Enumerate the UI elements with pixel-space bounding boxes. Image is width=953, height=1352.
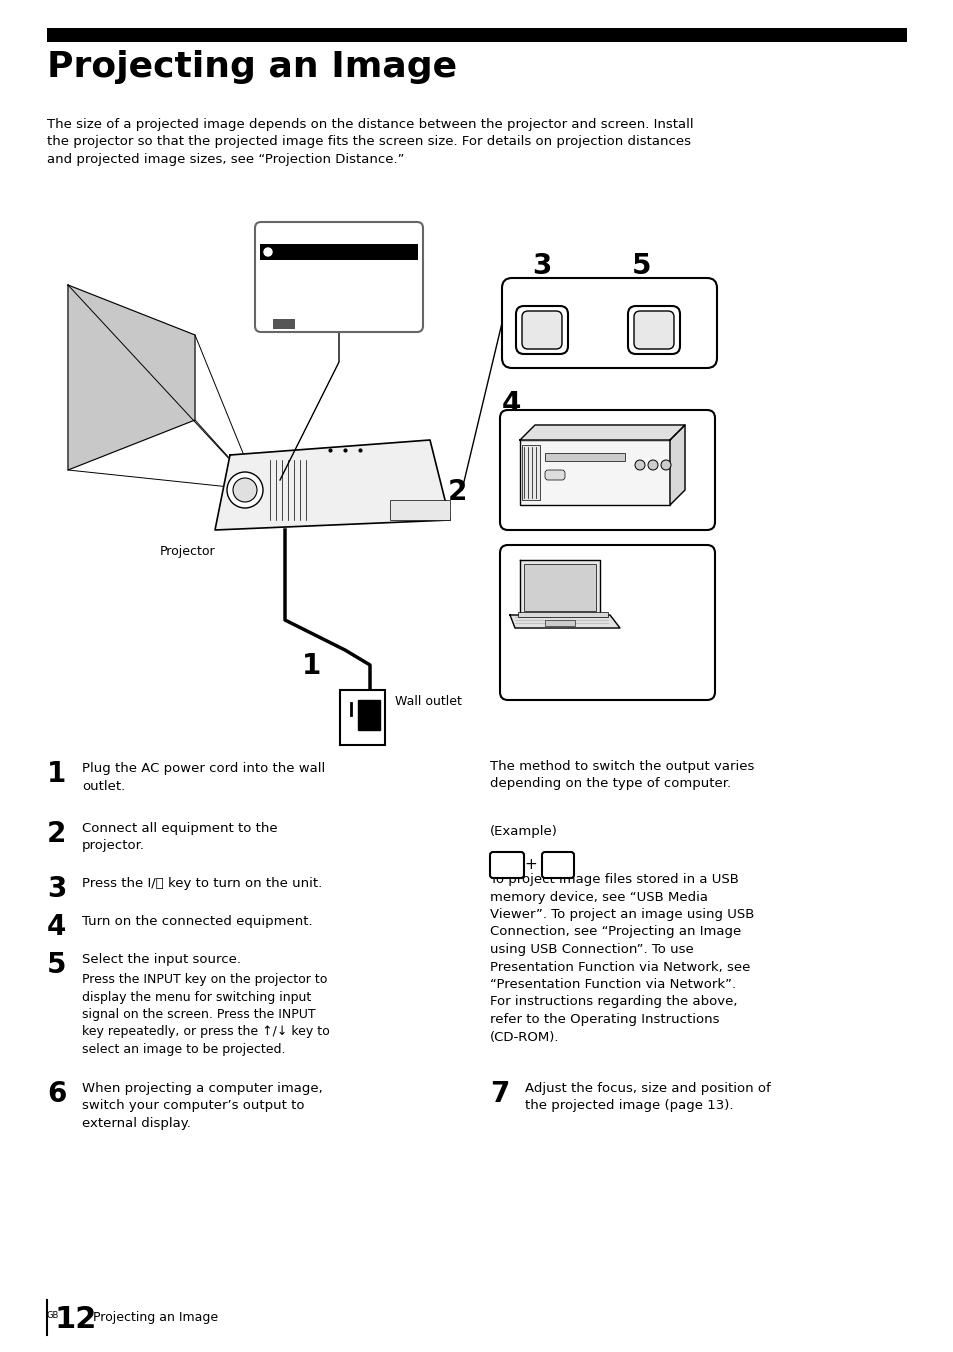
FancyBboxPatch shape (544, 470, 564, 480)
Polygon shape (519, 425, 684, 439)
Text: Press the I/⏻ key to turn on the unit.: Press the I/⏻ key to turn on the unit. (82, 877, 322, 890)
Circle shape (647, 460, 658, 470)
Text: The size of a projected image depends on the distance between the projector and : The size of a projected image depends on… (47, 118, 693, 166)
Polygon shape (519, 560, 599, 615)
Text: (Example): (Example) (490, 825, 558, 838)
Polygon shape (68, 285, 194, 470)
Bar (357, 700, 379, 730)
FancyBboxPatch shape (254, 222, 422, 333)
FancyBboxPatch shape (541, 852, 574, 877)
FancyBboxPatch shape (499, 410, 714, 530)
FancyBboxPatch shape (499, 545, 714, 700)
Text: Input: Input (263, 228, 292, 238)
Text: When projecting a computer image,
switch your computer’s output to
external disp: When projecting a computer image, switch… (82, 1082, 322, 1130)
FancyBboxPatch shape (627, 306, 679, 354)
Text: □: □ (263, 289, 270, 299)
Bar (521, 445, 539, 500)
Text: 6: 6 (47, 1080, 67, 1109)
Text: 5: 5 (47, 950, 67, 979)
Text: 5: 5 (631, 251, 651, 280)
Bar (519, 439, 669, 506)
Bar (544, 453, 624, 461)
Text: Input-B: Input-B (276, 277, 314, 287)
Bar (544, 621, 575, 626)
Circle shape (233, 479, 256, 502)
Text: Connect all equipment to the
projector.: Connect all equipment to the projector. (82, 822, 277, 853)
Bar (273, 319, 294, 329)
Text: 3: 3 (532, 251, 551, 280)
Text: Sel: Sel (274, 320, 288, 329)
Text: 1: 1 (47, 760, 66, 788)
Bar (517, 612, 607, 617)
Text: 6: 6 (671, 552, 691, 580)
Text: INPUT: INPUT (619, 287, 649, 296)
Circle shape (264, 247, 272, 256)
Bar (390, 500, 450, 521)
Polygon shape (669, 425, 684, 506)
Text: The method to switch the output varies
depending on the type of computer.: The method to switch the output varies d… (490, 760, 754, 791)
Text: ■■: ■■ (263, 264, 277, 273)
Text: Fn: Fn (497, 857, 516, 869)
Text: Press the INPUT key on the projector to
display the menu for switching input
sig: Press the INPUT key on the projector to … (82, 973, 330, 1056)
Text: I / ⏻: I / ⏻ (523, 287, 544, 296)
Text: Wall outlet: Wall outlet (395, 695, 461, 708)
Text: F7: F7 (549, 857, 566, 869)
Polygon shape (214, 439, 450, 530)
Circle shape (635, 460, 644, 470)
FancyBboxPatch shape (501, 279, 717, 368)
Text: Type B USB: Type B USB (276, 289, 335, 300)
Text: 2: 2 (47, 821, 67, 848)
Text: 4: 4 (501, 389, 521, 418)
Bar (47, 28, 906, 42)
Bar (523, 564, 596, 611)
Text: ◦: ◦ (263, 303, 267, 312)
Circle shape (660, 460, 670, 470)
Polygon shape (510, 615, 619, 627)
Bar (339, 690, 385, 745)
Text: 7: 7 (490, 1080, 509, 1109)
Text: Video: Video (276, 245, 308, 256)
FancyBboxPatch shape (490, 852, 523, 877)
Text: 1: 1 (302, 652, 321, 680)
Text: Computer: Computer (576, 681, 638, 695)
Text: Type A USB: Type A USB (276, 316, 335, 326)
Text: Network: Network (276, 303, 320, 314)
Text: Input-A: Input-A (276, 264, 314, 274)
Text: Adjust the focus, size and position of
the projected image (page 13).: Adjust the focus, size and position of t… (524, 1082, 770, 1113)
Text: Projecting an Image: Projecting an Image (47, 50, 456, 84)
Text: ◄►: ◄► (261, 320, 274, 329)
Text: Plug the AC power cord into the wall
outlet.: Plug the AC power cord into the wall out… (82, 763, 325, 792)
Text: 12: 12 (55, 1305, 97, 1334)
Text: Select the input source.: Select the input source. (82, 953, 241, 965)
Text: GB: GB (47, 1311, 59, 1320)
Text: +: + (524, 857, 537, 872)
Text: Projecting an Image: Projecting an Image (92, 1311, 218, 1324)
Text: 4: 4 (47, 913, 67, 941)
Bar (260, 243, 417, 260)
Text: —: — (263, 316, 271, 324)
Text: Projector: Projector (160, 545, 215, 558)
Text: ■■: ■■ (263, 277, 277, 287)
Text: 2: 2 (448, 479, 467, 506)
Text: To project image files stored in a USB
memory device, see “USB Media
Viewer”. To: To project image files stored in a USB m… (490, 873, 754, 1044)
Text: Video equipment: Video equipment (553, 512, 659, 525)
FancyBboxPatch shape (521, 311, 561, 349)
Circle shape (227, 472, 263, 508)
Text: 3: 3 (47, 875, 67, 903)
FancyBboxPatch shape (516, 306, 567, 354)
FancyBboxPatch shape (634, 311, 673, 349)
Text: Turn on the connected equipment.: Turn on the connected equipment. (82, 915, 313, 927)
